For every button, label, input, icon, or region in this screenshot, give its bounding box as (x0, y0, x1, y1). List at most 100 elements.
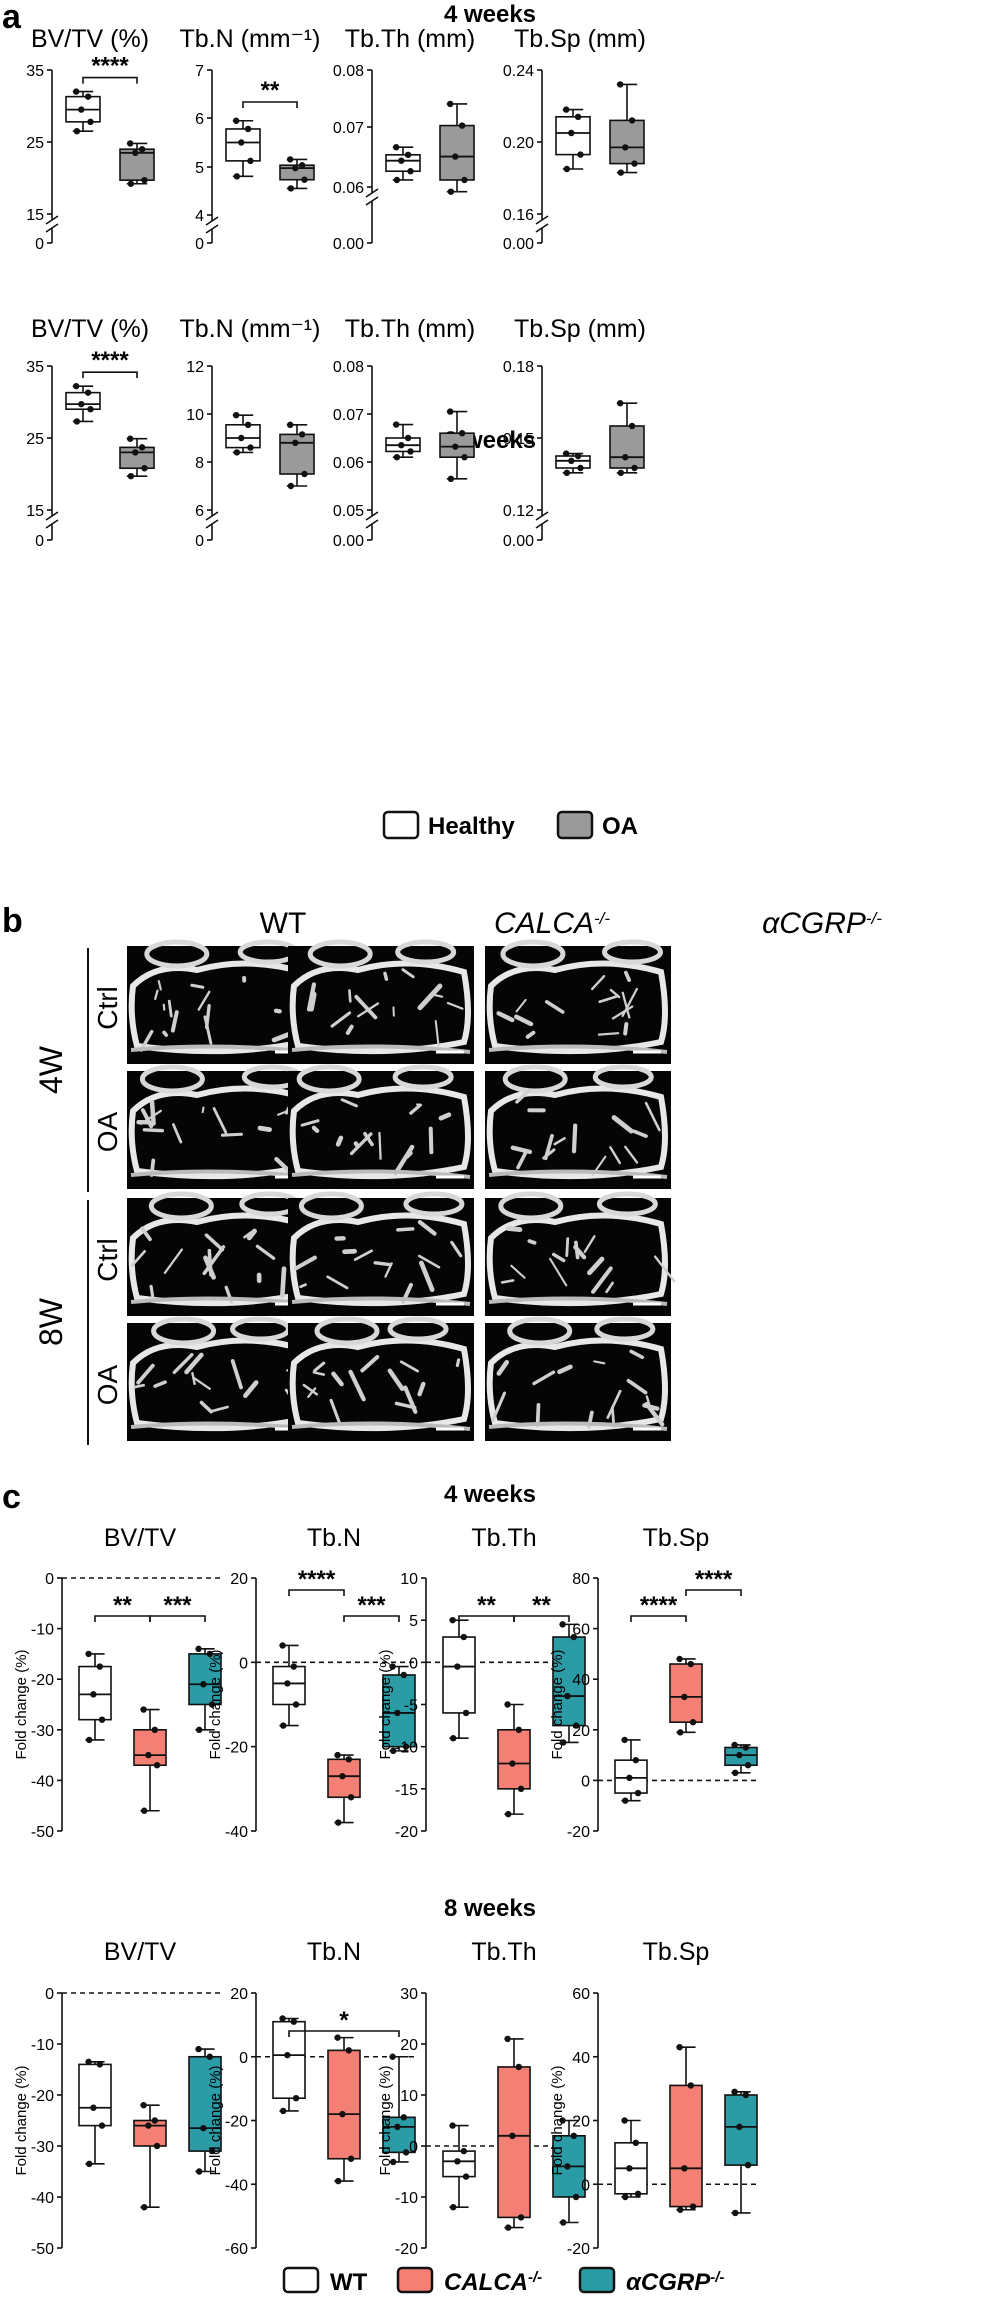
microct-image-r4-c1-trabecula (136, 1363, 155, 1385)
plot-a1-2: Tb.N (mm⁻¹) 7 6 5 4 0 ** (180, 25, 321, 253)
plot-a2-1-tick-label: 35 (26, 359, 44, 376)
microct-image-r3-c1-growth-plate (130, 1296, 310, 1306)
microct-image-r3-c2-trabecula (353, 1249, 373, 1261)
plot-c2-4-tick-label: 60 (572, 1986, 590, 2003)
plot-a1-4-group2-point (617, 169, 625, 176)
microct-image-r1-c3-trabecula (598, 995, 618, 1004)
microct-image-r1-c2-growth-plate (291, 1044, 471, 1054)
plot-c1-4-group2-point (689, 1719, 697, 1726)
plot-c1-1-tick-label: -50 (31, 1824, 54, 1841)
microct-image-r4-c2-trabecula (417, 1381, 426, 1397)
plot-c1-2-title: Tb.N (307, 1524, 361, 1552)
plot-a2-2-tick-label: 6 (195, 503, 204, 520)
plot-a2-3-group1-point (398, 442, 405, 449)
plot-a1-3-tick-label: 0.07 (333, 120, 364, 137)
microct-image-r4-c2-trabecula (331, 1371, 344, 1387)
plot-a2-2-tick-label: 8 (195, 455, 204, 472)
plot-a2-2-group2-point (287, 482, 295, 490)
microct-image-r2-c2-trabecula (378, 1131, 382, 1160)
microct-image-r3-c2-trabecula (396, 1227, 415, 1232)
plot-c1-2-group2-point (334, 1751, 341, 1759)
panel-a-letter: a (2, 0, 22, 36)
row-label-4w-ctrl: Ctrl (92, 986, 123, 1030)
microct-image-r2-c2-growth-plate (291, 1169, 471, 1179)
plot-a1-2-sig-label: ** (261, 77, 280, 104)
plot-c1-2-group1-point (292, 1701, 300, 1708)
plot-c1-2-group2-point (345, 1756, 352, 1763)
plot-c2-1-group2-point (141, 2204, 148, 2211)
microct-image-r3-c2-trabecula (419, 1260, 435, 1293)
plot-c2-2-group3-point (402, 2149, 410, 2156)
plot-a1-2-title: Tb.N (mm⁻¹) (180, 25, 321, 53)
plot-a2-4-axis-break (535, 519, 549, 529)
microct-image-r1-c1-trabecula (273, 1008, 282, 1014)
microct-image-r3-c3-trabecula (500, 1279, 515, 1284)
microct-image-r3-c1-trabecula (202, 1245, 226, 1276)
plot-a1-1: BV/TV (%) 35 25 15 0 **** (26, 25, 155, 253)
plot-c1-4-tick-label: 60 (572, 1622, 590, 1639)
plot-c1-2-group1-point (284, 1680, 291, 1687)
plot-a2-2-group2-point (292, 439, 299, 446)
plot-c2-4-ylabel: Fold change (%) (549, 2065, 566, 2175)
microct-image-r3-c1-trabecula (149, 1284, 155, 1303)
legend-label-wt: WT (330, 2269, 368, 2296)
plot-c2-2-group2-point (339, 2110, 346, 2118)
plot-a2-2-group1-point (247, 444, 254, 451)
plot-c1-2-group2-point (339, 1772, 346, 1780)
microct-image-r1-c1-trabecula (139, 1029, 154, 1052)
microct-image-r4-c1-trabecula (184, 1352, 204, 1375)
plot-a1-2-tick-label: 6 (195, 111, 204, 128)
plot-c2-1-title: BV/TV (104, 1938, 177, 1966)
plot-c1-3-tick-label: 5 (409, 1613, 418, 1630)
plot-c1-2-group3-point (390, 1747, 397, 1755)
plot-c1-4-group1-point (621, 1736, 628, 1744)
microct-image-r4-c2-trabecula (313, 1361, 326, 1373)
plot-c2-3-group1-point (449, 2122, 456, 2129)
plot-c2-2-tick-label: -60 (225, 2241, 248, 2258)
plot-c2-2-sig-bracket (288, 2030, 400, 2037)
microct-image-r1-c3-trabecula (544, 1000, 565, 1014)
plot-c1-3-group1-point (449, 1616, 456, 1624)
plot-c1-4-group3-point (732, 1769, 739, 1777)
plot-c2-1-group1-point (86, 2160, 93, 2168)
plot-c1-4-group3-point (736, 1751, 743, 1759)
plot-a1-1-sig-label: **** (91, 53, 129, 80)
plot-c2-4-title: Tb.Sp (643, 1938, 710, 1966)
plot-a2-4-tick-label: 0.00 (503, 533, 534, 550)
plot-c2-2-group1-point (280, 2107, 287, 2115)
plot-a1-2-group2-point (287, 156, 294, 163)
microct-image-r3-c3-trabecula (505, 1226, 523, 1233)
microct-image-r3-c1-trabecula (204, 1233, 225, 1252)
plot-c2-3-group1-point (450, 2204, 457, 2211)
plot-c2-2: Tb.N Fold change (%) 20 0 -20 -40 -60 * (207, 1938, 416, 2258)
plot-a2-1-sig-label: **** (91, 347, 129, 374)
microct-image-r3-c3-trabecula (574, 1240, 580, 1260)
plot-a1-1-group1-point (78, 106, 85, 113)
plot-c1-3-tick-label: 0 (409, 1655, 418, 1672)
microct-image-r4-c3-condyle (507, 1316, 573, 1346)
microct-image-r4-c2-trabecula (348, 1369, 366, 1402)
microct-image-r2-c2-trabecula (409, 1103, 422, 1115)
microct-image-r1-c3-cortex (486, 960, 668, 1055)
microct-image-r4-c3-trabecula (626, 1378, 648, 1395)
plot-c2-2-group2-point (334, 2034, 341, 2041)
plot-a2-2-group2-point (298, 431, 306, 438)
plot-c1-3-group3-box (552, 1636, 586, 1727)
plot-c1-4-group3-point (742, 1744, 749, 1751)
plot-a1-1-tick-label: 15 (26, 207, 44, 224)
plot-a1-2-axis-break (205, 224, 219, 234)
plot-c1-4-tick-label: 20 (572, 1723, 590, 1740)
plot-c2-3-group3-point (560, 2219, 567, 2226)
plot-c2-3-ylabel: Fold change (%) (377, 2065, 394, 2175)
plot-a1-4-group2-point (617, 81, 624, 88)
microct-image-r3-c1-trabecula (255, 1244, 276, 1260)
plot-a1-3-group1-point (393, 144, 400, 151)
plot-a1-4-group2-box (609, 119, 645, 165)
microct-image-r4-c1-trabecula (210, 1405, 229, 1413)
microct-image-r2-c3-trabecula (571, 1123, 578, 1154)
plot-c1-4-group2-box (669, 1663, 703, 1724)
plot-a1-1-group2-point (138, 146, 146, 153)
plot-a2-3-tick-label: 0.08 (333, 359, 364, 376)
microct-image-r2-c2-trabecula (311, 1125, 320, 1133)
